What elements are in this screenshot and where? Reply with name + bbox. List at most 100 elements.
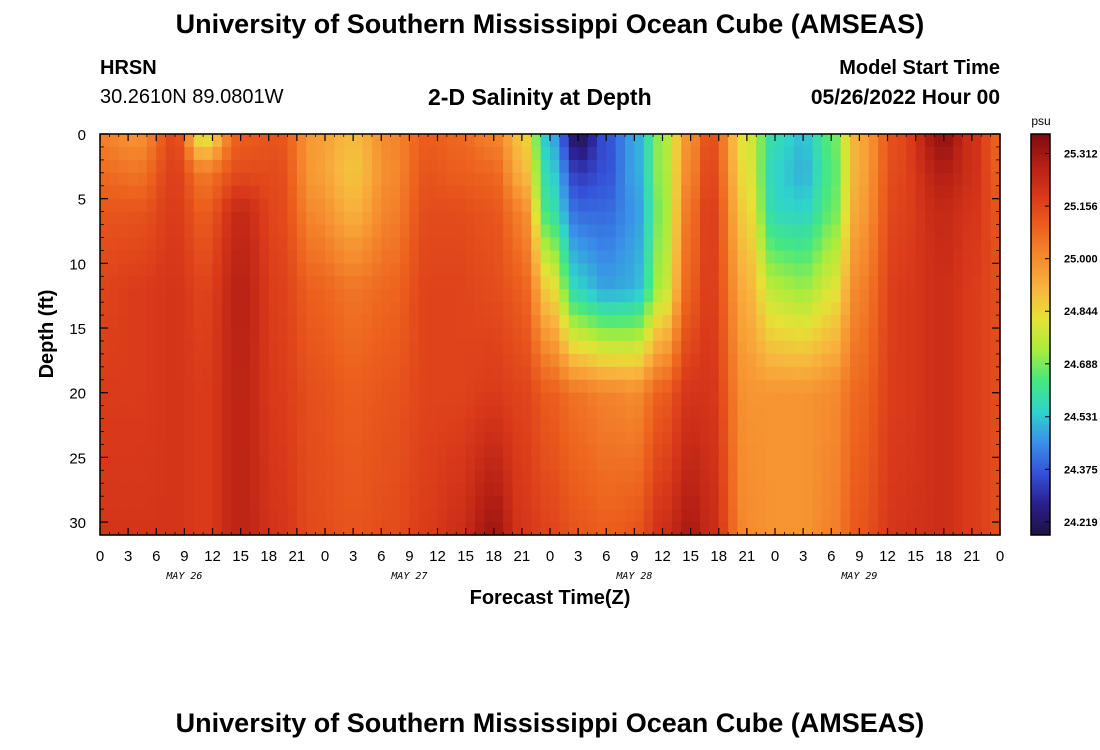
heatmap-cell bbox=[531, 198, 542, 213]
heatmap-cell bbox=[896, 237, 907, 252]
heatmap-cell bbox=[221, 276, 232, 290]
heatmap-cell bbox=[878, 457, 889, 471]
heatmap-cell bbox=[671, 444, 682, 458]
heatmap-cell bbox=[484, 353, 495, 368]
heatmap-cell bbox=[540, 224, 551, 239]
heatmap-cell bbox=[990, 522, 1001, 536]
heatmap-cell bbox=[700, 328, 710, 342]
heatmap-cell bbox=[850, 457, 860, 471]
heatmap-cell bbox=[437, 379, 448, 394]
heatmap-cell bbox=[325, 353, 335, 368]
heatmap-cell bbox=[990, 431, 1001, 446]
heatmap-cell bbox=[943, 328, 954, 342]
heatmap-cell bbox=[146, 522, 157, 536]
heatmap-cell bbox=[240, 302, 251, 316]
heatmap-cell bbox=[100, 522, 110, 536]
heatmap-cell bbox=[868, 289, 879, 303]
heatmap-cell bbox=[325, 146, 335, 161]
heatmap-cell bbox=[737, 496, 748, 510]
heatmap-cell bbox=[831, 289, 842, 303]
heatmap-cell bbox=[596, 457, 607, 471]
heatmap-cell bbox=[203, 496, 214, 510]
heatmap-cell bbox=[484, 509, 495, 523]
heatmap-cell bbox=[437, 457, 448, 471]
heatmap-cell bbox=[559, 496, 570, 510]
heatmap-cell bbox=[915, 172, 926, 187]
heatmap-cell bbox=[221, 366, 232, 381]
heatmap-cell bbox=[400, 522, 410, 536]
heatmap-cell bbox=[934, 340, 945, 355]
heatmap-cell bbox=[990, 392, 1001, 407]
heatmap-cell bbox=[137, 379, 148, 394]
colorbar-tick-label: 24.844 bbox=[1064, 306, 1099, 318]
heatmap-cell bbox=[981, 211, 992, 226]
heatmap-cell bbox=[231, 289, 242, 303]
heatmap-cell bbox=[821, 418, 832, 433]
heatmap-cell bbox=[390, 198, 401, 213]
heatmap-cell bbox=[718, 315, 729, 329]
heatmap-cell bbox=[662, 172, 673, 187]
heatmap-cell bbox=[503, 146, 514, 161]
heatmap-cell bbox=[231, 340, 242, 355]
heatmap-cell bbox=[700, 250, 710, 264]
heatmap-cell bbox=[343, 134, 354, 148]
heatmap-cell bbox=[240, 405, 251, 420]
heatmap-cell bbox=[446, 159, 457, 174]
heatmap-cell bbox=[850, 289, 860, 303]
heatmap-cell bbox=[521, 353, 532, 368]
heatmap-cell bbox=[221, 328, 232, 342]
heatmap-cell bbox=[578, 315, 589, 329]
heatmap-cell bbox=[362, 237, 373, 252]
heatmap-cell bbox=[268, 431, 279, 446]
heatmap-cell bbox=[315, 315, 326, 329]
heatmap-cell bbox=[353, 237, 364, 252]
heatmap-cell bbox=[268, 224, 279, 239]
heatmap-cell bbox=[484, 340, 495, 355]
heatmap-cell bbox=[475, 198, 485, 213]
heatmap-cell bbox=[128, 250, 139, 264]
heatmap-cell bbox=[812, 379, 823, 394]
heatmap-cell bbox=[606, 366, 617, 381]
x-tick-label: 12 bbox=[429, 548, 446, 565]
heatmap-cell bbox=[775, 224, 785, 239]
heatmap-cell bbox=[981, 392, 992, 407]
heatmap-cell bbox=[634, 431, 645, 446]
heatmap-cell bbox=[700, 198, 710, 213]
heatmap-cell bbox=[587, 353, 598, 368]
heatmap-cell bbox=[512, 172, 523, 187]
heatmap-cell bbox=[625, 185, 635, 200]
heatmap-cell bbox=[175, 159, 185, 174]
heatmap-cell bbox=[306, 276, 317, 290]
heatmap-cell bbox=[709, 366, 720, 381]
heatmap-cell bbox=[803, 340, 814, 355]
heatmap-cell bbox=[400, 237, 410, 252]
heatmap-cell bbox=[981, 457, 992, 471]
heatmap-cell bbox=[381, 276, 392, 290]
heatmap-cell bbox=[803, 496, 814, 510]
heatmap-cell bbox=[793, 340, 804, 355]
heatmap-cell bbox=[587, 224, 598, 239]
heatmap-cell bbox=[859, 522, 870, 536]
heatmap-cell bbox=[643, 134, 654, 148]
heatmap-cell bbox=[634, 457, 645, 471]
colorbar-tick-label: 25.156 bbox=[1064, 201, 1098, 213]
heatmap-cell bbox=[700, 340, 710, 355]
heatmap-cell bbox=[446, 224, 457, 239]
heatmap-cell bbox=[165, 444, 176, 458]
heatmap-cell bbox=[156, 392, 167, 407]
heatmap-cell bbox=[746, 444, 757, 458]
heatmap-cell bbox=[971, 328, 982, 342]
heatmap-cell bbox=[203, 276, 214, 290]
heatmap-cell bbox=[465, 522, 476, 536]
heatmap-cell bbox=[362, 289, 373, 303]
heatmap-cell bbox=[700, 444, 710, 458]
heatmap-cell bbox=[925, 211, 935, 226]
heatmap-cell bbox=[700, 483, 710, 497]
heatmap-cell bbox=[625, 328, 635, 342]
heatmap-cell bbox=[456, 418, 467, 433]
heatmap-cell bbox=[409, 172, 420, 187]
heatmap-cell bbox=[596, 302, 607, 316]
heatmap-cell bbox=[550, 366, 560, 381]
heatmap-cell bbox=[512, 392, 523, 407]
heatmap-cell bbox=[287, 496, 298, 510]
